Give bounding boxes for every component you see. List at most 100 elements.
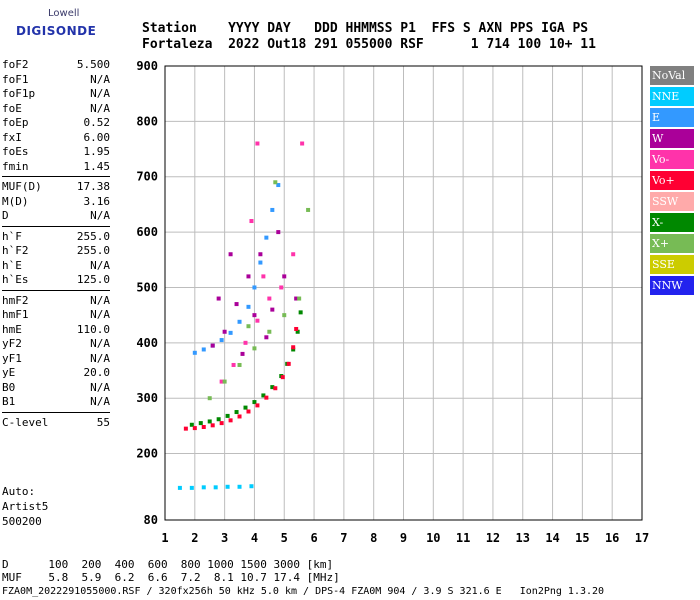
data-point-x [261,393,266,398]
separator [2,289,110,291]
param-row: foF1p N/A [2,87,110,102]
param-row: h`Es 125.0 [2,273,110,288]
data-point-vo [210,423,215,428]
data-point-e [228,330,233,335]
distance-row: D 100 200 400 600 800 1000 1500 3000 [km… [2,558,334,571]
data-point-e [219,338,224,343]
param-name: yE [2,366,16,379]
auto-program: Artist5 [2,500,49,513]
data-point-x [252,346,257,351]
param-value: N/A [90,308,110,321]
param-name: hmE [2,322,22,336]
param-row: hmF2 N/A [2,294,110,309]
data-point-vo [228,418,233,423]
param-row: D N/A [2,209,110,224]
x-tick-label: 2 [191,531,198,545]
x-tick-label: 11 [456,531,470,545]
param-value: N/A [90,395,110,408]
param-row: fxI 6.00 [2,131,110,146]
auto-label: Auto: [2,485,36,498]
data-point-x [246,324,251,329]
data-point-vo [280,375,285,380]
data-point-vo [279,285,284,290]
param-value: 3.16 [83,194,111,208]
header-row-values: Fortaleza 2022 Out18 291 055000 RSF 1 71… [142,37,596,52]
param-name: foF2 [2,58,29,71]
data-point-w [240,351,245,356]
legend-item: NoVal [650,66,694,85]
autoscaling-info: Auto: Artist5 500200 [2,484,48,529]
data-point-x [273,180,278,185]
param-value: 1.45 [83,159,111,173]
x-tick-label: 13 [516,531,530,545]
param-name: fxI [2,130,22,144]
file-info-row: FZA0M_2022291055000.RSF / 320fx256h 50 k… [2,586,605,597]
x-tick-label: 9 [400,531,407,545]
x-tick-label: 7 [340,531,347,545]
param-name: foEp [2,116,29,129]
data-point-x [237,362,242,367]
data-point-x [234,410,239,415]
data-point-vo [201,424,206,429]
x-tick-label: 6 [310,531,317,545]
legend-item: E [650,108,694,127]
y-tick-label: 800 [136,114,158,128]
param-value: N/A [90,87,110,100]
param-value: 110.0 [76,322,110,336]
data-point-vo [267,296,272,301]
separator [2,411,110,413]
data-point-x [207,396,212,401]
param-row: yF2 N/A [2,337,110,352]
data-point-x [225,413,230,418]
data-point-w [276,230,281,235]
data-point-vo [246,409,251,414]
data-point-e [252,285,257,290]
data-point-nne [237,484,242,489]
param-value: 20.0 [83,366,111,379]
digisonde-logo: Lowell DIGISONDE [6,8,96,44]
param-name: foEs [2,145,29,158]
param-value: 17.38 [76,180,110,193]
param-name: M(D) [2,194,29,208]
x-tick-label: 16 [605,531,619,545]
data-point-x [297,296,302,301]
data-point-x [267,329,272,334]
data-point-w [282,274,287,279]
data-point-vo [183,426,188,431]
x-tick-label: 4 [251,531,258,545]
data-point-e [258,260,263,265]
x-tick-label: 3 [221,531,228,545]
param-value: N/A [90,101,110,115]
x-tick-label: 17 [635,531,649,545]
data-point-vo [249,219,254,224]
param-value: N/A [90,72,110,86]
data-point-vo [264,395,269,400]
param-row: h`F 255.0 [2,230,110,245]
param-value: 6.00 [83,130,111,144]
data-point-w [294,296,299,301]
x-tick-label: 14 [545,531,559,545]
param-value: 55 [96,415,110,429]
data-point-x [252,400,257,405]
data-point-nne [225,484,230,489]
param-row: C-level 55 [2,416,110,431]
x-tick-label: 10 [426,531,440,545]
legend-item: X+ [650,234,694,253]
param-value: 0.52 [83,116,111,129]
param-value: 1.95 [83,145,111,158]
auto-version: 500200 [2,515,42,528]
param-name: hmF2 [2,293,29,307]
y-tick-label: 500 [136,280,158,294]
param-row: yE 20.0 [2,366,110,381]
data-point-w [270,307,275,312]
legend-item: SSE [650,255,694,274]
data-point-w [222,329,227,334]
data-point-w [234,302,239,307]
data-point-vo [243,340,248,345]
param-row: B1 N/A [2,395,110,410]
plot-frame [164,65,643,521]
param-name: C-level [2,415,49,429]
param-row: foF1 N/A [2,73,110,88]
param-name: h`F [2,229,22,243]
